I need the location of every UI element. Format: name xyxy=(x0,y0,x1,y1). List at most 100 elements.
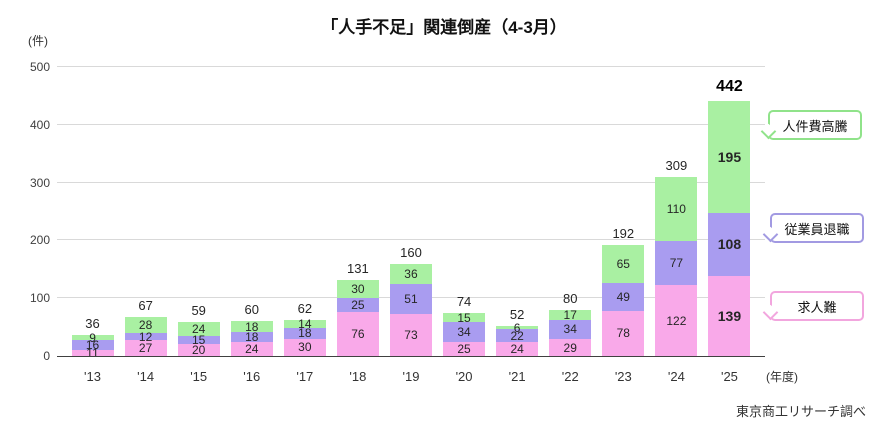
source-note: 東京商工リサーチ調べ xyxy=(735,404,866,419)
bar-segment-purple xyxy=(283,328,326,339)
bar-segment-pink xyxy=(283,338,326,356)
segment-value-label: 110 xyxy=(666,202,686,217)
bar-segment-purple xyxy=(443,321,486,342)
callout-pointer xyxy=(762,304,779,321)
bar-segment-green xyxy=(177,321,220,336)
bar-column-14: 27 12 28 67 '14 xyxy=(119,67,172,384)
bar-segment-pink xyxy=(549,339,592,356)
x-tick-label: '17 xyxy=(296,369,314,384)
segment-value-label: 17 xyxy=(563,307,577,322)
bar-segment-purple xyxy=(708,213,751,276)
bar-column-18: 76 25 30 131 '18 xyxy=(331,67,384,384)
legend-callout-employee-resignation: 従業員退職 xyxy=(762,213,864,243)
bar-segment-purple xyxy=(230,331,273,343)
x-tick-label: '15 xyxy=(190,369,208,384)
segment-value-label: 78 xyxy=(616,326,630,341)
segment-value-label: 16 xyxy=(85,338,100,353)
legend-label: 人件費高騰 xyxy=(782,118,848,134)
total-value-label: 74 xyxy=(456,294,472,310)
segment-value-label: 24 xyxy=(245,342,259,357)
bar-column-13: 11 16 9 36'13 xyxy=(66,67,119,384)
x-tick-label: '21 xyxy=(508,369,526,384)
segment-value-label: 18 xyxy=(245,329,259,344)
segment-value-label: 15 xyxy=(191,333,206,348)
bar-segment-pink xyxy=(124,340,167,356)
bar-column-25: 139 108 195 442 '25 xyxy=(703,67,756,384)
total-value-label: 192 xyxy=(612,226,635,242)
bar-segment-green xyxy=(124,317,167,334)
y-tick-label: 500 xyxy=(29,60,50,74)
bar-segment-pink xyxy=(496,342,539,356)
total-value-label: 80 xyxy=(562,290,578,306)
total-value-label: 62 xyxy=(297,301,313,317)
x-tick-label: '14 xyxy=(137,369,155,384)
total-value-label: 67 xyxy=(138,298,153,314)
segment-value-label: 195 xyxy=(717,148,742,165)
segment-value-label: 18 xyxy=(298,326,312,341)
bar-segment-green xyxy=(655,177,698,241)
bar-segment-green xyxy=(230,321,273,332)
legend-callout-recruitment-difficulty: 求人難 xyxy=(762,291,864,321)
gridline-y-400 xyxy=(57,123,765,125)
bar-segment-pink xyxy=(336,312,379,356)
segment-value-label: 9 xyxy=(89,330,96,345)
chart-title: 「人手不足」関連倒産（4-3月） xyxy=(321,18,567,37)
segment-value-label: 49 xyxy=(616,289,630,304)
segment-value-label: 73 xyxy=(404,327,418,342)
legend-label: 従業員退職 xyxy=(784,221,850,237)
x-tick-label: '19 xyxy=(402,369,420,384)
segment-value-label: 18 xyxy=(245,319,259,334)
segment-value-label: 65 xyxy=(616,256,630,271)
gridline-y-300 xyxy=(57,181,765,183)
bar-column-16: 24 18 18 60'16 xyxy=(225,67,278,384)
segment-value-label: 15 xyxy=(457,310,471,325)
segment-value-label: 30 xyxy=(351,281,365,296)
segment-value-label: 20 xyxy=(191,343,206,358)
bar-segment-green xyxy=(549,309,592,320)
segment-value-label: 34 xyxy=(457,324,471,339)
segment-value-label: 139 xyxy=(717,307,742,324)
bar-segment-green xyxy=(602,245,645,283)
bar-segment-purple xyxy=(124,333,167,341)
x-tick-label: '18 xyxy=(349,369,367,384)
segment-value-label: 51 xyxy=(404,292,418,307)
bar-segment-green xyxy=(708,100,751,214)
bar-segment-green xyxy=(389,263,432,285)
bar-segment-purple xyxy=(549,319,592,340)
callout-pointer xyxy=(762,226,779,243)
x-tick-label: '22 xyxy=(561,369,579,384)
segment-value-label: 25 xyxy=(457,341,471,356)
total-value-label: 160 xyxy=(400,244,422,260)
bar-column-24: 122 77 110 309 '24 xyxy=(650,67,703,384)
total-value-label: 36 xyxy=(85,316,100,332)
x-axis-unit-label: (年度) xyxy=(766,370,798,384)
segment-value-label: 25 xyxy=(351,297,365,312)
x-tick-label: '13 xyxy=(84,369,101,384)
segment-value-label: 36 xyxy=(404,266,418,281)
gridline-y-200 xyxy=(57,239,765,241)
bar-segment-purple xyxy=(71,340,114,350)
bar-segment-green xyxy=(496,325,539,330)
legend-label: 求人難 xyxy=(797,299,837,315)
segment-value-label: 14 xyxy=(298,317,312,332)
bar-segment-pink xyxy=(177,344,220,356)
segment-value-label: 12 xyxy=(138,329,153,344)
total-value-label: 442 xyxy=(716,77,743,95)
segment-value-label: 28 xyxy=(138,318,153,333)
y-tick-label: 300 xyxy=(29,175,50,190)
y-tick-label: 200 xyxy=(29,233,50,248)
x-tick-label: '20 xyxy=(455,369,473,384)
total-value-label: 59 xyxy=(191,302,206,318)
bar-segment-purple xyxy=(389,284,432,314)
x-axis-line xyxy=(57,356,765,357)
segment-value-label: 108 xyxy=(717,236,742,253)
y-tick-label: 0 xyxy=(43,349,50,363)
bar-segment-green xyxy=(71,335,114,341)
segment-value-label: 6 xyxy=(513,320,521,335)
bar-column-17: 30 18 14 62 '17 xyxy=(278,67,331,384)
bar-column-19: 73 51 36 160 '19 xyxy=(384,67,437,384)
y-axis-unit-label: (件) xyxy=(28,34,48,48)
bar-column-21: 24 22 6 52 '21 xyxy=(491,67,544,384)
x-tick-label: '16 xyxy=(243,369,261,384)
